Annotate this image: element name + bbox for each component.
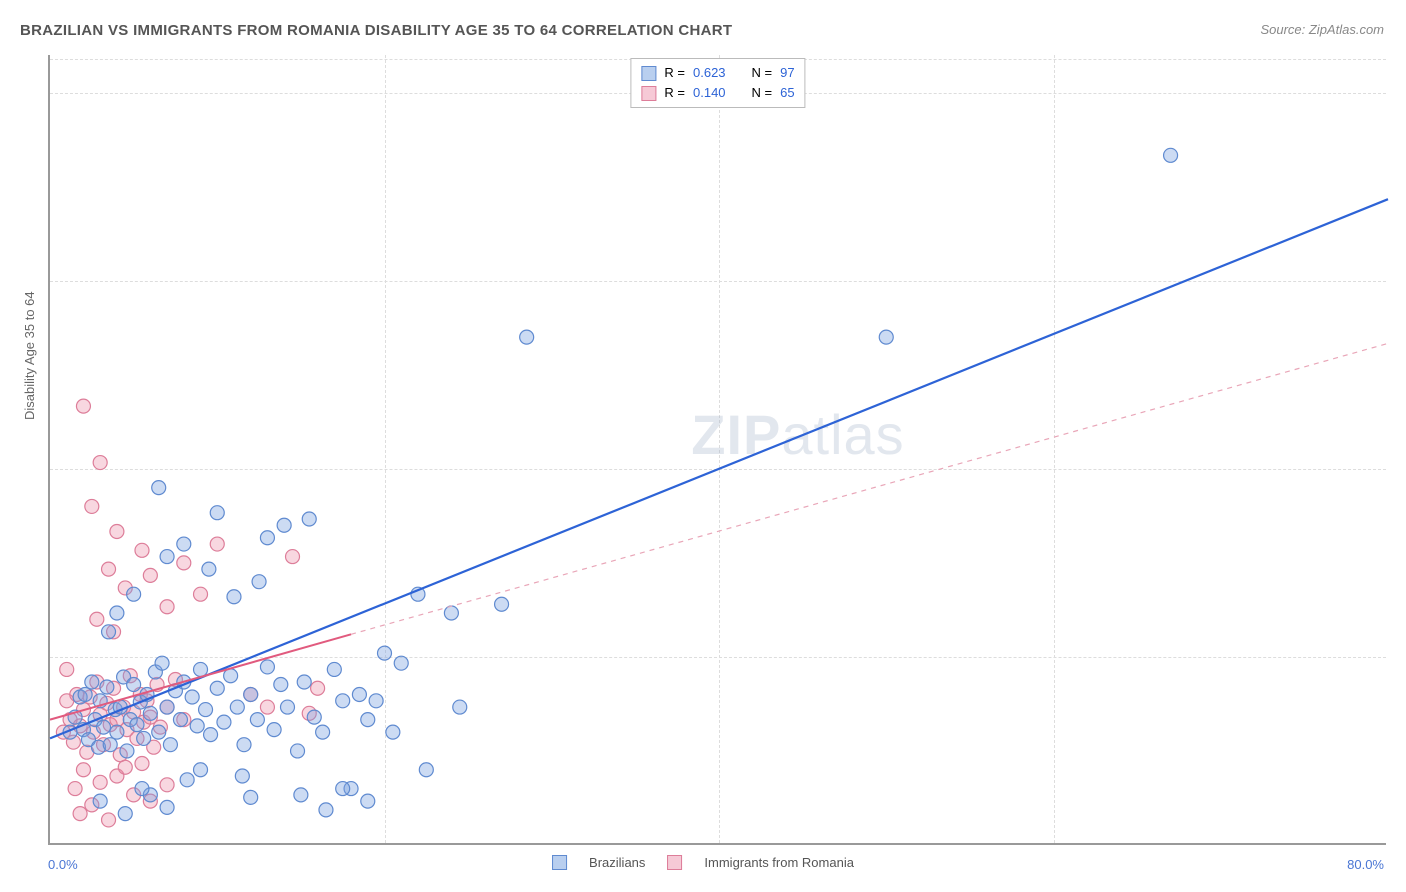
swatch-romania-bottom — [667, 855, 682, 870]
n-value-a: 97 — [780, 63, 794, 83]
n-label: N = — [752, 83, 773, 103]
legend-row-romania: R = 0.140 N = 65 — [641, 83, 794, 103]
swatch-brazilians — [641, 66, 656, 81]
r-value-a: 0.623 — [693, 63, 726, 83]
legend-row-brazilians: R = 0.623 N = 97 — [641, 63, 794, 83]
series-legend: Brazilians Immigrants from Romania — [552, 855, 854, 870]
legend-label-b: Immigrants from Romania — [704, 855, 854, 870]
r-label: R = — [664, 63, 685, 83]
y-tick-label: 30.0% — [1391, 461, 1406, 476]
x-tick-max: 80.0% — [1347, 857, 1384, 872]
y-tick-label: 60.0% — [1391, 85, 1406, 100]
r-value-b: 0.140 — [693, 83, 726, 103]
swatch-brazilians-bottom — [552, 855, 567, 870]
y-tick-label: 15.0% — [1391, 649, 1406, 664]
y-axis-label: Disability Age 35 to 64 — [22, 291, 37, 420]
source-label: Source: ZipAtlas.com — [1260, 22, 1384, 37]
legend-label-a: Brazilians — [589, 855, 645, 870]
swatch-romania — [641, 86, 656, 101]
scatter-svg — [50, 55, 1386, 843]
n-label: N = — [752, 63, 773, 83]
n-value-b: 65 — [780, 83, 794, 103]
stats-legend: R = 0.623 N = 97 R = 0.140 N = 65 — [630, 58, 805, 108]
plot-area: 15.0%30.0%45.0%60.0% R = 0.623 N = 97 R … — [48, 55, 1386, 845]
r-label: R = — [664, 83, 685, 103]
x-tick-min: 0.0% — [48, 857, 78, 872]
chart-title: BRAZILIAN VS IMMIGRANTS FROM ROMANIA DIS… — [20, 22, 732, 39]
y-tick-label: 45.0% — [1391, 273, 1406, 288]
